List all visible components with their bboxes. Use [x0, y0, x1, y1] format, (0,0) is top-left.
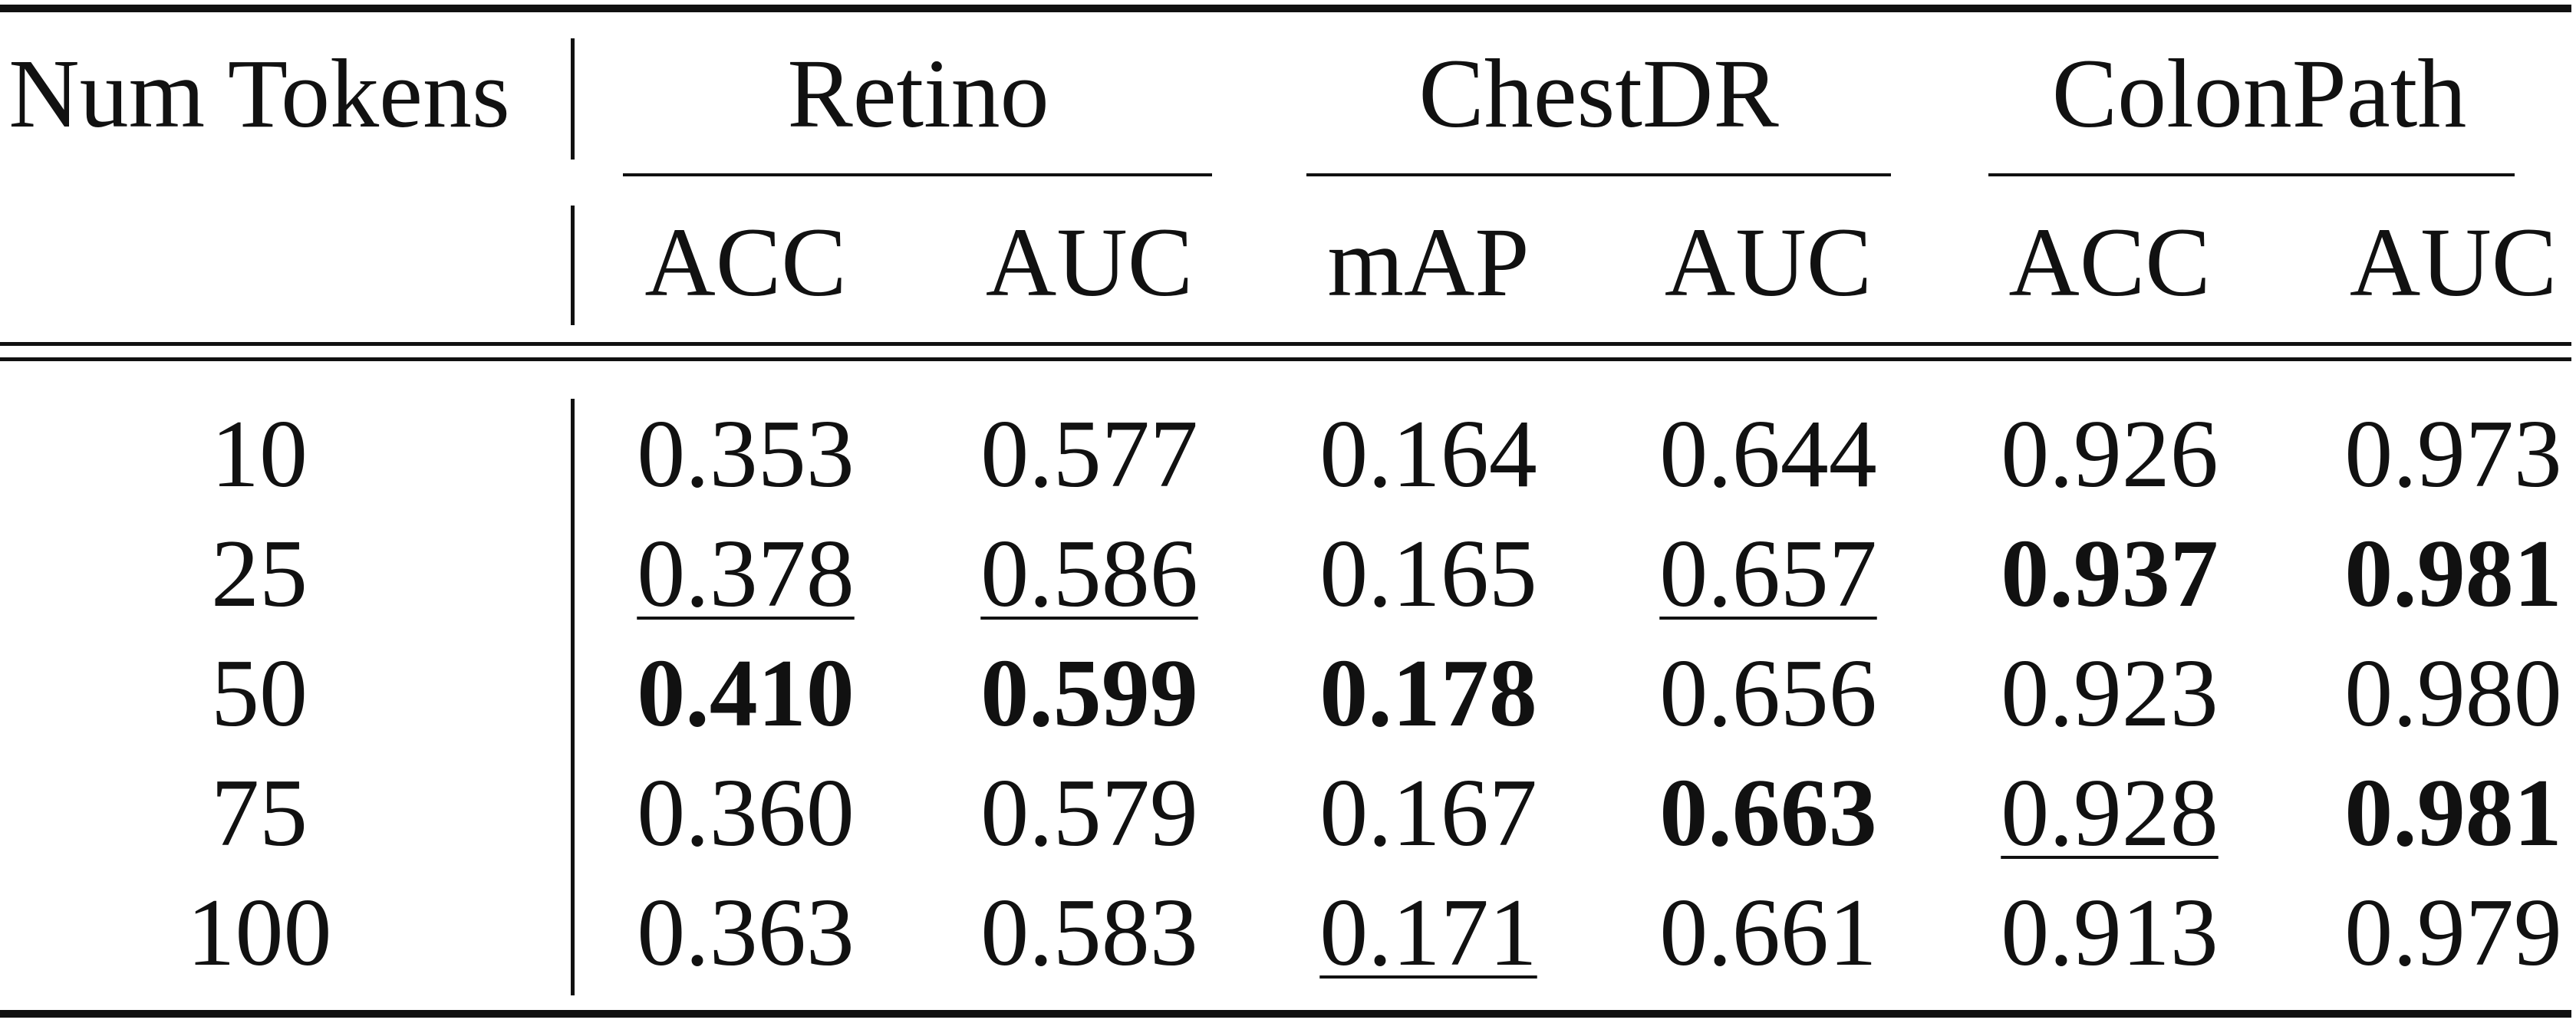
group-header-colonpath: ColonPath — [2051, 39, 2467, 148]
bottom-rule — [0, 1010, 2571, 1018]
column-separator-body — [571, 399, 575, 995]
row-75-retino-auc: 0.579 — [980, 760, 1198, 867]
row-75-tokens: 75 — [211, 760, 308, 867]
row-10-retino-acc: 0.353 — [637, 401, 855, 508]
metric-header-chestdr-auc: AUC — [1664, 208, 1873, 317]
row-25-chestdr-map: 0.165 — [1319, 521, 1537, 627]
metric-header-colonpath-acc: ACC — [2008, 208, 2211, 317]
column-separator-header-2 — [571, 206, 575, 325]
top-rule — [0, 5, 2571, 12]
row-50-retino-auc: 0.599 — [980, 640, 1198, 747]
row-25-colonpath-auc: 0.981 — [2344, 521, 2562, 627]
row-100-chestdr-map: 0.171 — [1319, 880, 1537, 986]
row-25-retino-auc: 0.586 — [980, 521, 1198, 627]
metric-header-retino-acc: ACC — [644, 208, 847, 317]
column-separator-header-1 — [571, 38, 575, 160]
row-10-chestdr-map: 0.164 — [1319, 401, 1537, 508]
row-10-chestdr-auc: 0.644 — [1659, 401, 1877, 508]
row-100-retino-acc: 0.363 — [637, 880, 855, 986]
group-rule-chestdr — [1306, 173, 1891, 176]
metric-header-colonpath-auc: AUC — [2349, 208, 2558, 317]
row-75-colonpath-acc: 0.928 — [2001, 760, 2219, 867]
row-10-colonpath-auc: 0.973 — [2344, 401, 2562, 508]
group-header-retino: Retino — [787, 39, 1049, 148]
row-50-colonpath-auc: 0.980 — [2344, 640, 2562, 747]
row-100-tokens: 100 — [186, 880, 332, 986]
row-10-colonpath-acc: 0.926 — [2001, 401, 2219, 508]
row-50-chestdr-map: 0.178 — [1319, 640, 1537, 747]
row-25-chestdr-auc: 0.657 — [1659, 521, 1877, 627]
row-100-colonpath-acc: 0.913 — [2001, 880, 2219, 986]
row-100-colonpath-auc: 0.979 — [2344, 880, 2562, 986]
row-label-header: Num Tokens — [8, 39, 510, 148]
row-75-colonpath-auc: 0.981 — [2344, 760, 2562, 867]
group-rule-colonpath — [1988, 173, 2515, 176]
header-double-rule-bottom — [0, 357, 2571, 361]
row-10-tokens: 10 — [211, 401, 308, 508]
row-50-retino-acc: 0.410 — [637, 640, 855, 747]
row-25-tokens: 25 — [211, 521, 308, 627]
row-10-retino-auc: 0.577 — [980, 401, 1198, 508]
metric-header-retino-auc: AUC — [985, 208, 1194, 317]
group-header-chestdr: ChestDR — [1418, 39, 1779, 148]
row-50-tokens: 50 — [211, 640, 308, 747]
metric-header-chestdr-map: mAP — [1327, 208, 1530, 317]
row-50-chestdr-auc: 0.656 — [1659, 640, 1877, 747]
row-100-retino-auc: 0.583 — [980, 880, 1198, 986]
row-100-chestdr-auc: 0.661 — [1659, 880, 1877, 986]
header-double-rule-top — [0, 342, 2571, 346]
row-50-colonpath-acc: 0.923 — [2001, 640, 2219, 747]
row-75-chestdr-auc: 0.663 — [1659, 760, 1877, 867]
row-25-colonpath-acc: 0.937 — [2001, 521, 2219, 627]
group-rule-retino — [623, 173, 1212, 176]
row-75-retino-acc: 0.360 — [637, 760, 855, 867]
row-75-chestdr-map: 0.167 — [1319, 760, 1537, 867]
row-25-retino-acc: 0.378 — [637, 521, 855, 627]
